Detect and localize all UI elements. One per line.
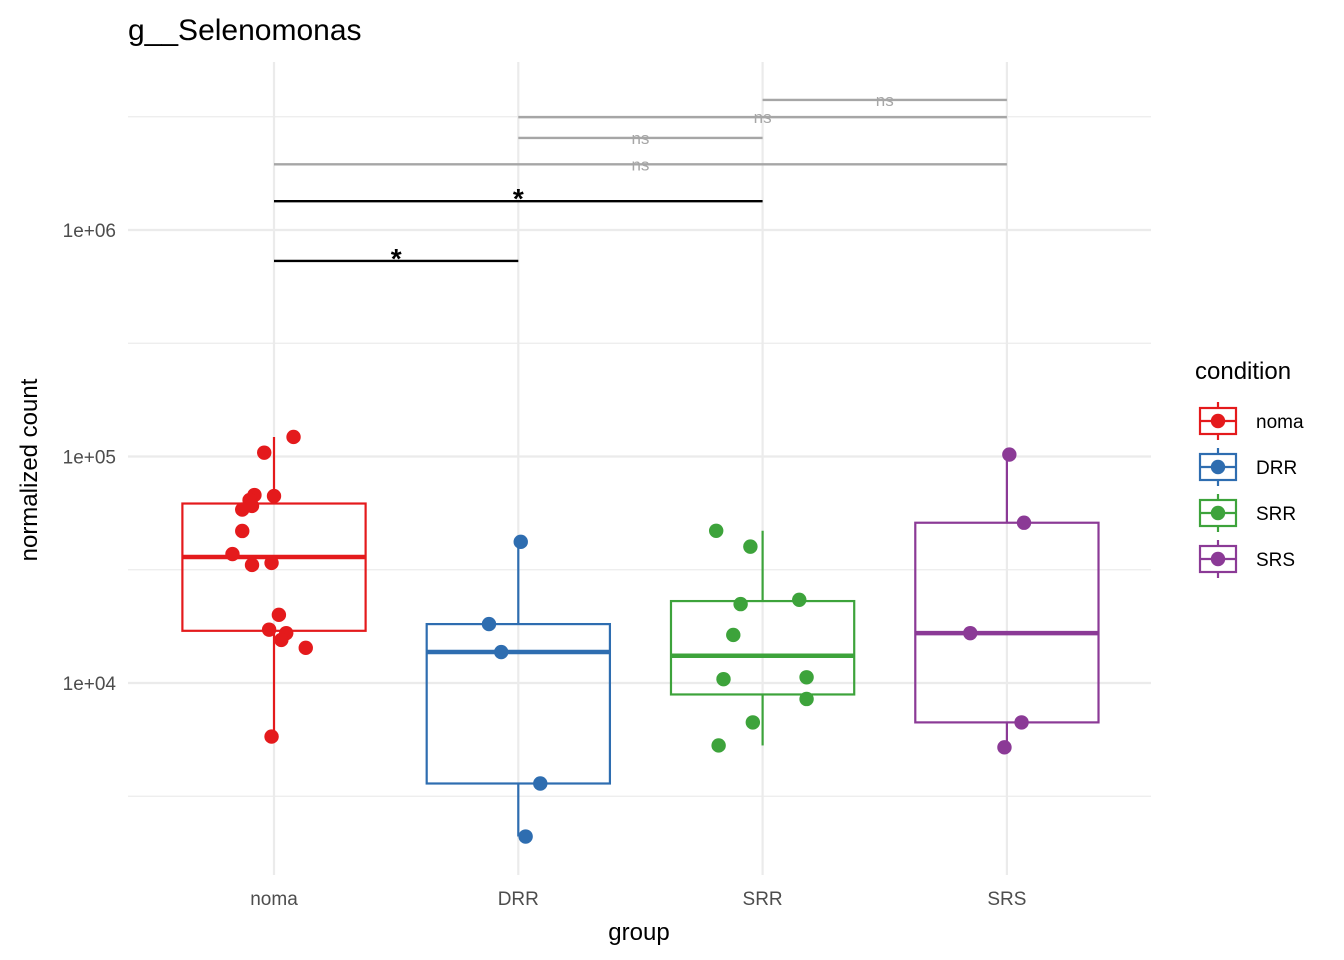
- data-point-noma: [266, 488, 282, 504]
- data-point-DRR: [518, 829, 533, 844]
- y-axis-title: normalized count: [16, 378, 43, 561]
- significance-label: ns: [754, 108, 772, 127]
- data-point-SRS: [997, 740, 1012, 755]
- data-point-SRR: [726, 627, 741, 643]
- data-point-noma: [225, 546, 240, 562]
- legend-point-icon: [1210, 551, 1226, 567]
- data-point-noma: [286, 429, 301, 445]
- box-SRS: [914, 454, 1100, 748]
- legend-item-noma: noma: [1198, 402, 1304, 440]
- data-point-DRR: [493, 644, 509, 660]
- significance-label: *: [391, 243, 402, 274]
- box-iqr: [914, 521, 1100, 724]
- x-axis-ticks: noma DRR SRR SRS: [250, 889, 1026, 910]
- boxes: [181, 436, 1100, 837]
- x-axis-title: group: [608, 919, 669, 946]
- data-point-SRS: [1002, 447, 1017, 462]
- legend-item-SRR: SRR: [1198, 494, 1296, 532]
- data-point-SRS: [963, 625, 978, 641]
- data-point-noma: [264, 555, 279, 571]
- data-point-SRR: [799, 670, 814, 685]
- chart-title: g__Selenomonas: [128, 14, 362, 47]
- x-tick-label: noma: [250, 889, 298, 910]
- data-point-SRS: [1016, 515, 1032, 530]
- legend-point-icon: [1210, 459, 1226, 475]
- legend-label: SRR: [1256, 504, 1296, 525]
- data-point-DRR: [513, 534, 528, 550]
- data-point-noma: [235, 502, 250, 517]
- legend-label: SRS: [1256, 550, 1295, 571]
- significance-label: *: [513, 183, 524, 214]
- data-point-SRS: [1014, 715, 1029, 730]
- x-tick-label: DRR: [498, 889, 539, 910]
- legend-point-icon: [1210, 413, 1226, 429]
- y-tick-label: 1e+05: [63, 448, 116, 469]
- box-iqr: [669, 599, 856, 696]
- points: [225, 429, 1032, 844]
- data-point-noma: [244, 557, 260, 573]
- significance-label: ns: [631, 129, 649, 148]
- grid: [128, 62, 1151, 875]
- data-point-noma: [257, 445, 272, 460]
- legend-item-DRR: DRR: [1198, 448, 1297, 486]
- data-point-SRR: [708, 523, 724, 538]
- data-point-noma: [264, 729, 279, 744]
- legend-point-icon: [1210, 505, 1226, 521]
- significance-label: ns: [631, 155, 649, 174]
- x-tick-label: SRR: [743, 889, 783, 910]
- significance-brackets: * * ns ns ns ns: [274, 91, 1007, 274]
- data-point-DRR: [481, 616, 497, 632]
- y-axis-ticks: 1e+04 1e+05 1e+06: [63, 221, 117, 695]
- data-point-SRR: [745, 715, 761, 730]
- data-point-noma: [271, 607, 287, 623]
- data-point-SRR: [733, 596, 748, 612]
- box-DRR: [425, 541, 612, 837]
- data-point-noma: [261, 622, 277, 637]
- significance-label: ns: [876, 91, 894, 110]
- legend-label: DRR: [1256, 458, 1297, 479]
- data-point-SRR: [716, 671, 731, 687]
- data-point-SRR: [792, 592, 807, 607]
- box-SRR: [669, 530, 856, 746]
- legend-label: noma: [1256, 412, 1304, 433]
- data-point-SRR: [743, 539, 758, 554]
- y-tick-label: 1e+04: [63, 674, 117, 695]
- data-point-noma: [298, 640, 313, 656]
- box-iqr: [425, 622, 612, 785]
- x-tick-label: SRS: [987, 889, 1026, 910]
- data-point-noma: [235, 523, 250, 539]
- y-tick-label: 1e+06: [63, 221, 116, 242]
- legend-title: condition: [1195, 358, 1291, 385]
- data-point-SRR: [711, 738, 726, 753]
- data-point-SRR: [799, 691, 814, 707]
- legend: condition noma DRR SRR SRS: [1195, 358, 1304, 578]
- legend-item-SRS: SRS: [1198, 540, 1295, 578]
- data-point-DRR: [533, 776, 548, 791]
- data-point-noma: [274, 632, 289, 648]
